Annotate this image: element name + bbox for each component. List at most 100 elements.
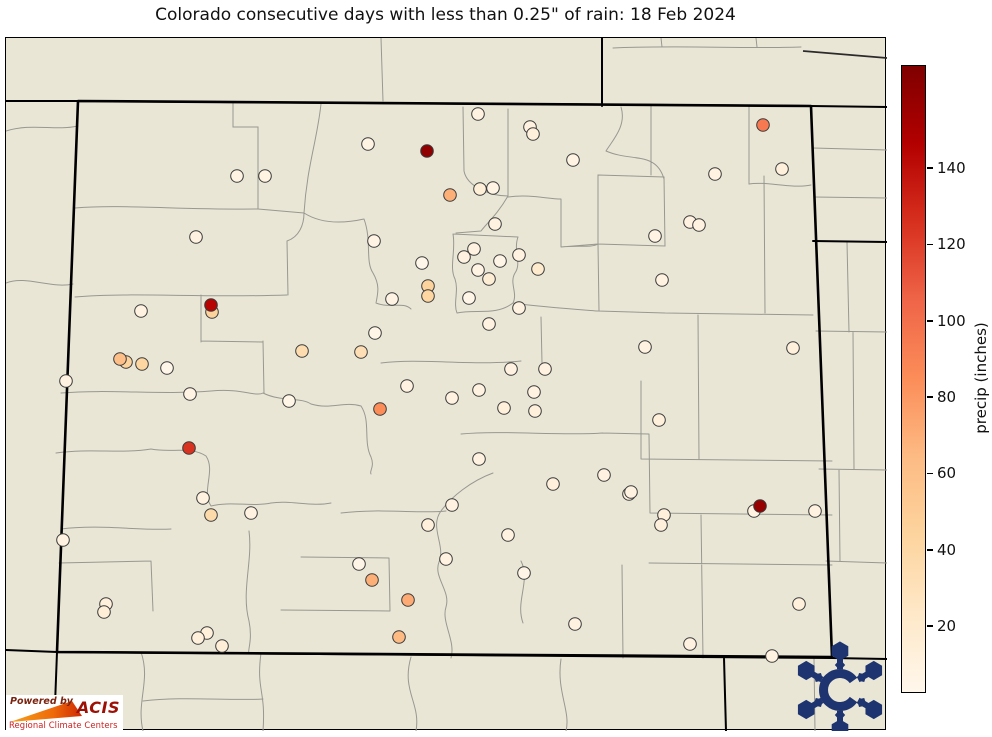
station-dot <box>415 256 429 270</box>
colorbar-tick-mark <box>927 319 933 322</box>
station-dot <box>367 234 381 248</box>
station-dot <box>400 379 414 393</box>
station-dot <box>512 301 526 315</box>
station-dot <box>462 291 476 305</box>
station-dots-layer <box>56 107 822 663</box>
station-dot <box>421 289 435 303</box>
ne-boundary-fragment <box>802 50 887 59</box>
colorbar-tick-label: 140 <box>937 159 966 178</box>
station-dot <box>792 597 806 611</box>
station-dot <box>526 127 540 141</box>
colorado-map: Powered by ACIS Regional Climate Centers <box>5 37 887 731</box>
station-dot <box>385 292 399 306</box>
station-dot <box>775 162 789 176</box>
station-dot <box>652 413 666 427</box>
station-dot <box>215 639 229 653</box>
station-dot <box>624 485 638 499</box>
station-dot <box>486 181 500 195</box>
station-dot <box>808 504 822 518</box>
station-dot <box>373 402 387 416</box>
station-dot <box>504 362 518 376</box>
station-dot <box>538 362 552 376</box>
station-dot <box>59 374 73 388</box>
colorbar-tick-mark <box>927 472 933 475</box>
station-dot <box>473 182 487 196</box>
station-dot <box>753 499 767 513</box>
station-dot <box>189 230 203 244</box>
station-dot <box>566 153 580 167</box>
station-dot <box>282 394 296 408</box>
station-dot <box>183 387 197 401</box>
station-dot <box>531 262 545 276</box>
station-dot <box>488 217 502 231</box>
station-dot <box>597 468 611 482</box>
station-dot <box>467 242 481 256</box>
station-dot <box>756 118 770 132</box>
colorbar-tick-mark <box>927 625 933 627</box>
station-dot <box>97 605 111 619</box>
station-dot <box>692 218 706 232</box>
map-canvas <box>6 38 887 731</box>
station-dot <box>528 404 542 418</box>
station-dot <box>517 566 531 580</box>
station-dot <box>196 491 210 505</box>
station-dot <box>683 637 697 651</box>
station-dot <box>295 344 309 358</box>
colorbar-tick-mark <box>927 396 933 398</box>
station-dot <box>244 506 258 520</box>
station-dot <box>493 254 507 268</box>
station-dot <box>113 352 127 366</box>
county-boundaries <box>6 38 887 731</box>
colorbar-tick-label: 40 <box>937 540 957 559</box>
station-dot <box>497 401 511 415</box>
station-dot <box>368 326 382 340</box>
page-title: Colorado consecutive days with less than… <box>155 5 736 25</box>
station-dot <box>472 383 486 397</box>
station-dot <box>420 144 434 158</box>
station-dot <box>786 341 800 355</box>
station-dot <box>546 477 560 491</box>
station-dot <box>568 617 582 631</box>
station-dot <box>512 248 526 262</box>
colorbar-tick-mark <box>927 548 933 551</box>
station-dot <box>482 272 496 286</box>
colorbar-tick-label: 60 <box>937 464 957 483</box>
snowflake-letter-c <box>819 669 858 711</box>
station-dot <box>401 593 415 607</box>
colorbar-tick-label: 20 <box>937 617 957 636</box>
station-dot <box>445 391 459 405</box>
station-dot <box>191 631 205 645</box>
station-dot <box>352 557 366 571</box>
station-dot <box>708 167 722 181</box>
colorbar-tick-mark <box>927 243 933 246</box>
station-dot <box>471 107 485 121</box>
colorbar-tick-label: 100 <box>937 311 966 330</box>
acis-logo: Powered by ACIS Regional Climate Centers <box>6 695 123 731</box>
station-dot <box>230 169 244 183</box>
station-dot <box>765 649 779 663</box>
acis-name: ACIS <box>76 698 120 717</box>
station-dot <box>204 508 218 522</box>
acis-swoosh-icon <box>10 701 82 722</box>
station-dot <box>365 573 379 587</box>
station-dot <box>527 385 541 399</box>
station-dot <box>638 340 652 354</box>
station-dot <box>648 229 662 243</box>
colorbar <box>901 65 926 693</box>
station-dot <box>258 169 272 183</box>
station-dot <box>457 250 471 264</box>
colorado-outline <box>55 99 834 659</box>
station-dot <box>361 137 375 151</box>
station-dot <box>439 552 453 566</box>
colorbar-tick-label: 120 <box>937 235 966 254</box>
station-dot <box>135 357 149 371</box>
colorbar-label: precip (inches) <box>972 322 990 434</box>
station-dot <box>392 630 406 644</box>
station-dot <box>654 518 668 532</box>
station-dot <box>182 441 196 455</box>
station-dot <box>472 452 486 466</box>
rcc-snowflake-logo <box>795 641 886 731</box>
station-dot <box>445 498 459 512</box>
station-dot <box>134 304 148 318</box>
